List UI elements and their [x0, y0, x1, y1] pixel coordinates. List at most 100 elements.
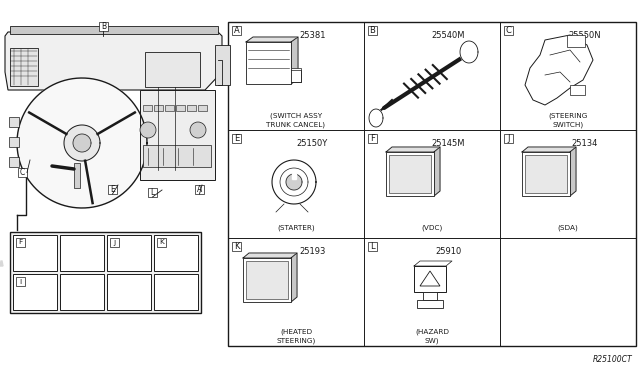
- Bar: [99, 22, 108, 31]
- Text: A: A: [234, 26, 239, 35]
- Bar: [292, 173, 296, 179]
- Bar: [154, 105, 163, 111]
- Bar: [525, 155, 567, 193]
- Polygon shape: [434, 147, 440, 196]
- Polygon shape: [291, 37, 298, 84]
- Bar: [154, 235, 198, 271]
- Bar: [232, 134, 241, 143]
- Text: J: J: [113, 240, 116, 246]
- Text: E: E: [234, 134, 239, 143]
- Bar: [504, 26, 513, 35]
- Text: L: L: [150, 188, 155, 197]
- Polygon shape: [17, 78, 147, 208]
- Bar: [60, 235, 104, 271]
- Text: B: B: [101, 22, 106, 31]
- Bar: [243, 258, 291, 302]
- Polygon shape: [73, 134, 91, 152]
- Text: K: K: [159, 240, 164, 246]
- Bar: [108, 185, 117, 194]
- Text: F: F: [19, 240, 22, 246]
- Bar: [423, 292, 437, 300]
- Bar: [228, 22, 636, 346]
- Text: (STEERING
SWITCH): (STEERING SWITCH): [548, 112, 588, 128]
- Bar: [9, 157, 19, 167]
- Polygon shape: [0, 261, 3, 266]
- Bar: [232, 242, 241, 251]
- Polygon shape: [243, 253, 297, 258]
- Text: (SDA): (SDA): [557, 225, 579, 231]
- Bar: [176, 105, 185, 111]
- Text: (VDC): (VDC): [421, 225, 443, 231]
- Bar: [570, 85, 585, 95]
- Text: B: B: [369, 26, 376, 35]
- Bar: [389, 155, 431, 193]
- Bar: [232, 26, 241, 35]
- Circle shape: [190, 122, 206, 138]
- Bar: [368, 242, 377, 251]
- Text: (HEATED
STEERING): (HEATED STEERING): [276, 328, 316, 343]
- Bar: [13, 274, 57, 310]
- Polygon shape: [291, 253, 297, 302]
- Bar: [145, 52, 200, 87]
- Bar: [368, 26, 377, 35]
- Text: 25550N: 25550N: [568, 32, 600, 41]
- Bar: [16, 238, 25, 247]
- Bar: [292, 173, 296, 179]
- Text: (HAZARD
SW): (HAZARD SW): [415, 328, 449, 343]
- Bar: [504, 134, 513, 143]
- Polygon shape: [460, 41, 478, 63]
- Bar: [157, 238, 166, 247]
- Polygon shape: [272, 160, 316, 204]
- Bar: [567, 35, 585, 47]
- Bar: [16, 277, 25, 286]
- Bar: [198, 105, 207, 111]
- Bar: [13, 235, 57, 271]
- Bar: [9, 137, 19, 147]
- Text: L: L: [370, 242, 375, 251]
- Text: F: F: [370, 134, 375, 143]
- Text: I: I: [19, 279, 22, 285]
- Text: E: E: [110, 185, 115, 194]
- Text: A: A: [197, 185, 202, 194]
- Text: 25145M: 25145M: [431, 140, 465, 148]
- Bar: [154, 274, 198, 310]
- Bar: [148, 188, 157, 197]
- Polygon shape: [5, 32, 222, 90]
- Bar: [165, 105, 174, 111]
- Bar: [246, 261, 288, 299]
- Bar: [291, 68, 301, 82]
- Bar: [215, 45, 230, 85]
- Bar: [386, 152, 434, 196]
- Bar: [10, 26, 218, 34]
- Polygon shape: [64, 125, 100, 161]
- Bar: [195, 185, 204, 194]
- Text: R25100CT: R25100CT: [593, 355, 632, 364]
- Text: 25910: 25910: [435, 247, 461, 257]
- Bar: [140, 90, 215, 180]
- Bar: [10, 232, 201, 313]
- Text: 25193: 25193: [299, 247, 326, 257]
- Polygon shape: [369, 109, 383, 127]
- Bar: [9, 117, 19, 127]
- Bar: [18, 168, 27, 177]
- Text: C: C: [20, 168, 25, 177]
- Bar: [143, 145, 211, 167]
- Bar: [74, 163, 80, 188]
- Text: C: C: [506, 26, 511, 35]
- Polygon shape: [570, 147, 576, 196]
- Polygon shape: [386, 147, 440, 152]
- Text: 25381: 25381: [299, 32, 326, 41]
- Text: J: J: [508, 134, 509, 143]
- Text: (STARTER): (STARTER): [277, 225, 315, 231]
- Bar: [110, 238, 119, 247]
- Text: 25134: 25134: [571, 140, 598, 148]
- Bar: [187, 105, 196, 111]
- Polygon shape: [246, 37, 298, 42]
- Bar: [417, 300, 443, 308]
- Bar: [60, 274, 104, 310]
- Bar: [107, 274, 151, 310]
- Bar: [368, 134, 377, 143]
- Bar: [522, 152, 570, 196]
- Bar: [143, 105, 152, 111]
- Text: 25540M: 25540M: [431, 32, 465, 41]
